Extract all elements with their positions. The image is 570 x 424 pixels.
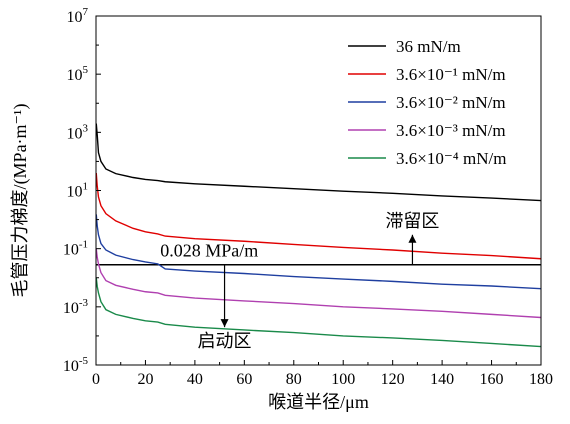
y-tick-label: 10-3: [63, 297, 89, 317]
series-line: [95, 123, 542, 202]
x-tick-label: 40: [187, 371, 203, 388]
y-tick-label: 105: [67, 64, 89, 84]
x-tick-label: 100: [331, 371, 355, 388]
y-tick-label: 107: [67, 6, 89, 26]
x-tick-label: 160: [480, 371, 504, 388]
y-axis-title: 毛管压力梯度/(MPa·m⁻¹): [10, 104, 31, 298]
series-layer: [95, 123, 542, 348]
annotation-label: 启动区: [198, 331, 252, 351]
series-line: [95, 214, 542, 290]
legend-label: 3.6×10⁻² mN/m: [396, 93, 506, 112]
reference-line-label: 0.028 MPa/m: [160, 241, 258, 261]
x-axis-title: 喉道半径/μm: [268, 392, 369, 412]
annotation-arrow-head: [408, 234, 417, 243]
series-line: [95, 248, 542, 319]
x-tick-label: 180: [529, 371, 553, 388]
legend: 36 mN/m 3.6×10⁻¹ mN/m 3.6×10⁻² mN/m 3.6×10⁻…: [348, 37, 506, 168]
annotation-label: 滞留区: [385, 211, 439, 231]
axes-layer: 0 20 40 60 80 100 120 140 160 180 10-5 10-3 10-1 101 1…: [63, 6, 553, 388]
x-tick-label: 120: [381, 371, 405, 388]
legend-label: 36 mN/m: [396, 37, 461, 56]
x-tick-label: 80: [286, 371, 302, 388]
x-tick-label: 20: [137, 371, 153, 388]
series-line: [95, 277, 542, 348]
y-tick-label: 101: [67, 181, 89, 201]
y-tick-label: 10-1: [63, 239, 88, 259]
legend-label: 3.6×10⁻⁴ mN/m: [396, 149, 506, 168]
reference-line-group: 0.028 MPa/m: [96, 241, 541, 266]
x-tick-label: 60: [236, 371, 252, 388]
legend-label: 3.6×10⁻¹ mN/m: [396, 65, 506, 84]
annotation-arrow-head: [220, 319, 229, 328]
y-tick-label: 10-5: [63, 355, 89, 375]
x-tick-label: 0: [92, 371, 100, 388]
series-line: [95, 172, 542, 260]
x-tick-label: 140: [430, 371, 454, 388]
y-tick-label: 103: [67, 122, 89, 142]
legend-label: 3.6×10⁻³ mN/m: [396, 121, 506, 140]
